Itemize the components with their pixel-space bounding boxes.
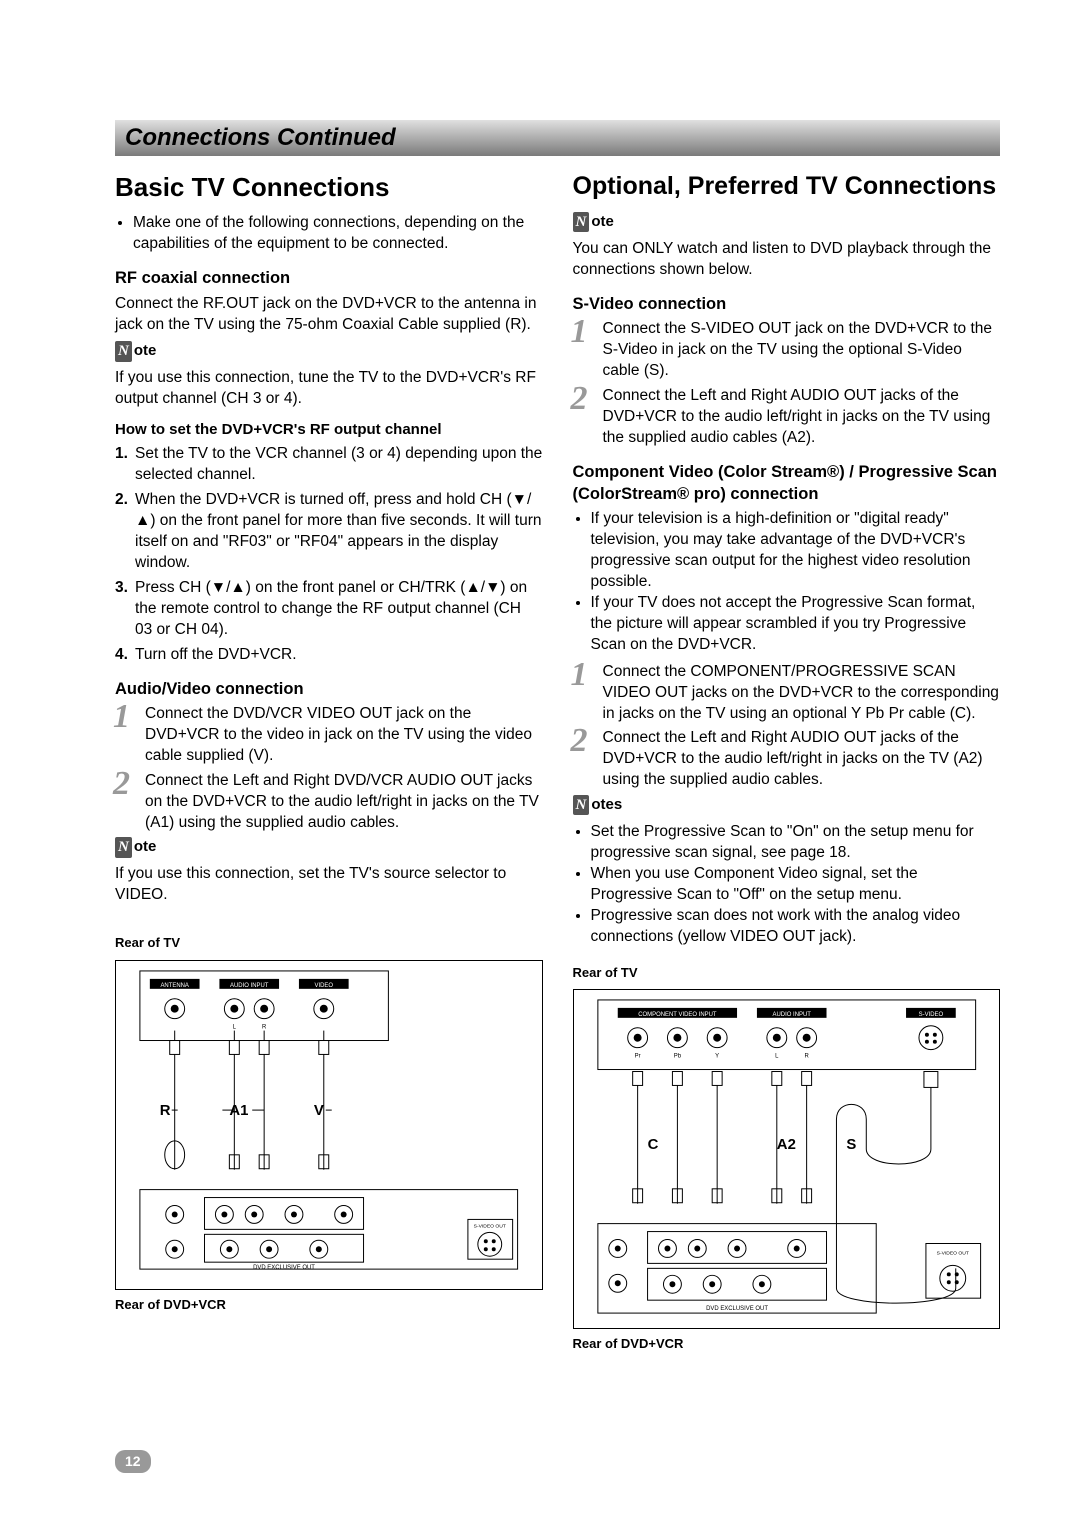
av-steps: 1Connect the DVD/VCR VIDEO OUT jack on t…	[115, 704, 543, 834]
av-title: Audio/Video connection	[115, 678, 543, 700]
svg-text:A2: A2	[776, 1137, 795, 1153]
left-column: Basic TV Connections Make one of the fol…	[115, 170, 543, 1352]
svg-text:Pb: Pb	[673, 1054, 681, 1060]
intro-bullet: Make one of the following connections, d…	[133, 213, 543, 255]
svideo-steps: 1Connect the S-VIDEO OUT jack on the DVD…	[573, 319, 1001, 449]
right-title: Optional, Preferred TV Connections	[573, 170, 1001, 204]
svg-text:AUDIO INPUT: AUDIO INPUT	[772, 1012, 811, 1018]
svg-text:Pr: Pr	[634, 1054, 640, 1060]
note2: Note	[115, 837, 543, 858]
svg-text:R: R	[262, 1024, 267, 1030]
howto-list: 1.Set the TV to the VCR channel (3 or 4)…	[115, 444, 543, 665]
rf-title: RF coaxial connection	[115, 267, 543, 289]
svg-text:ANTENNA: ANTENNA	[160, 983, 188, 989]
svg-text:A1: A1	[229, 1103, 248, 1119]
svg-text:VIDEO: VIDEO	[315, 983, 334, 989]
svg-text:L: L	[775, 1054, 779, 1060]
r-notes-bullets: Set the Progressive Scan to "On" on the …	[573, 822, 1001, 948]
diagram-bot-label-right: Rear of DVD+VCR	[573, 1335, 1001, 1353]
diagram-bot-label-left: Rear of DVD+VCR	[115, 1296, 543, 1314]
note-icon: N	[573, 212, 590, 232]
section-header-text: Connections Continued	[115, 120, 406, 156]
svg-text:S: S	[846, 1137, 856, 1153]
r-notes: Notes	[573, 795, 1001, 816]
rf-text: Connect the RF.OUT jack on the DVD+VCR t…	[115, 294, 543, 336]
svg-text:R: R	[160, 1103, 171, 1119]
svg-text:C: C	[647, 1137, 658, 1153]
component-bullets: If your television is a high-definition …	[573, 509, 1001, 655]
svg-text:S-VIDEO: S-VIDEO	[918, 1012, 943, 1018]
svg-text:S-VIDEO OUT: S-VIDEO OUT	[936, 1251, 968, 1257]
note-icon: N	[115, 837, 132, 857]
note-icon: N	[115, 341, 132, 361]
svg-text:DVD EXCLUSIVE OUT: DVD EXCLUSIVE OUT	[253, 1265, 315, 1271]
svg-text:V: V	[314, 1103, 324, 1119]
svg-text:COMPONENT VIDEO INPUT: COMPONENT VIDEO INPUT	[638, 1012, 717, 1018]
note-icon: N	[573, 795, 590, 815]
howto-title: How to set the DVD+VCR's RF output chann…	[115, 420, 543, 440]
diagram-top-label-left: Rear of TV	[115, 934, 543, 952]
svg-text:AUDIO INPUT: AUDIO INPUT	[230, 983, 269, 989]
svideo-title: S-Video connection	[573, 293, 1001, 315]
section-header: Connections Continued	[115, 120, 1000, 156]
diagram-top-label-right: Rear of TV	[573, 964, 1001, 982]
note2-text: If you use this connection, set the TV's…	[115, 864, 543, 906]
svg-text:S-VIDEO OUT: S-VIDEO OUT	[474, 1223, 506, 1229]
svg-text:Y: Y	[715, 1054, 719, 1060]
svg-text:R: R	[804, 1054, 809, 1060]
left-diagram: ANTENNA AUDIO INPUT L R VIDEO R A1 V	[115, 960, 543, 1290]
right-column: Optional, Preferred TV Connections Note …	[573, 170, 1001, 1352]
component-title: Component Video (Color Stream®) / Progre…	[573, 461, 1001, 506]
note1-text: If you use this connection, tune the TV …	[115, 368, 543, 410]
r-note1-text: You can ONLY watch and listen to DVD pla…	[573, 239, 1001, 281]
note1: Note	[115, 341, 543, 362]
page-number: 12	[115, 1450, 151, 1473]
svg-text:DVD EXCLUSIVE OUT: DVD EXCLUSIVE OUT	[706, 1306, 768, 1312]
right-diagram: COMPONENT VIDEO INPUT PrPbY AUDIO INPUT …	[573, 989, 1001, 1329]
svg-text:L: L	[233, 1024, 237, 1030]
component-steps: 1Connect the COMPONENT/PROGRESSIVE SCAN …	[573, 662, 1001, 792]
left-title: Basic TV Connections	[115, 170, 543, 205]
r-note1: Note	[573, 212, 1001, 233]
